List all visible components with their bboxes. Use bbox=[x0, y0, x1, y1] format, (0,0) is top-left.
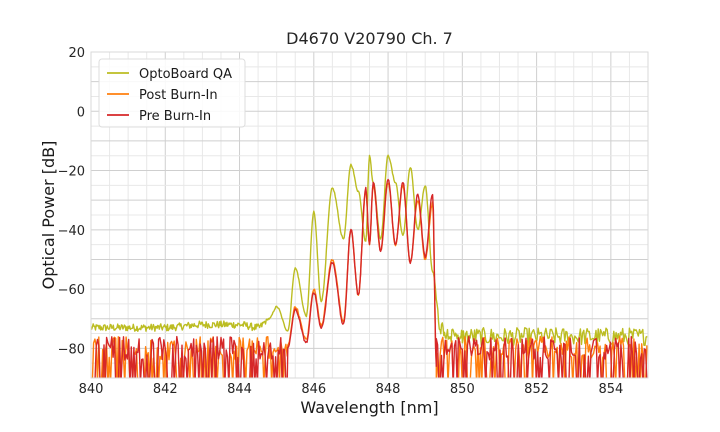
y-tick-label: −80 bbox=[58, 342, 85, 357]
y-axis-label: Optical Power [dB] bbox=[39, 141, 58, 290]
y-tick-label: −40 bbox=[58, 224, 85, 239]
legend-label: OptoBoard QA bbox=[139, 67, 232, 82]
y-tick-label: 20 bbox=[68, 46, 85, 61]
series-line-optoboard-qa bbox=[91, 154, 648, 347]
chart-title: D4670 V20790 Ch. 7 bbox=[286, 29, 453, 48]
x-tick-label: 840 bbox=[79, 382, 104, 397]
x-tick-label: 846 bbox=[301, 382, 326, 397]
legend-label: Post Burn-In bbox=[139, 88, 218, 103]
series-layer bbox=[91, 154, 648, 378]
y-tick-label: −60 bbox=[58, 283, 85, 298]
plot-frame bbox=[90, 51, 649, 379]
x-axis-label: Wavelength [nm] bbox=[300, 398, 438, 417]
x-tick-label: 842 bbox=[153, 382, 178, 397]
legend: OptoBoard QA Post Burn-In Pre Burn-In bbox=[98, 58, 246, 128]
x-tick-label: 852 bbox=[524, 382, 549, 397]
x-tick-label: 854 bbox=[598, 382, 623, 397]
x-tick-label: 844 bbox=[227, 382, 252, 397]
legend-box bbox=[98, 58, 246, 128]
x-tick-label: 848 bbox=[376, 382, 401, 397]
y-tick-label: 0 bbox=[77, 105, 85, 120]
x-tick-label: 850 bbox=[450, 382, 475, 397]
tick-labels: 840 842 844 846 848 850 852 854 20 0 −20 −40 −60 −80 bbox=[58, 46, 624, 397]
legend-label: Pre Burn-In bbox=[139, 109, 211, 124]
y-tick-label: −20 bbox=[58, 165, 85, 180]
series-line-pre-burn-in bbox=[94, 178, 648, 378]
